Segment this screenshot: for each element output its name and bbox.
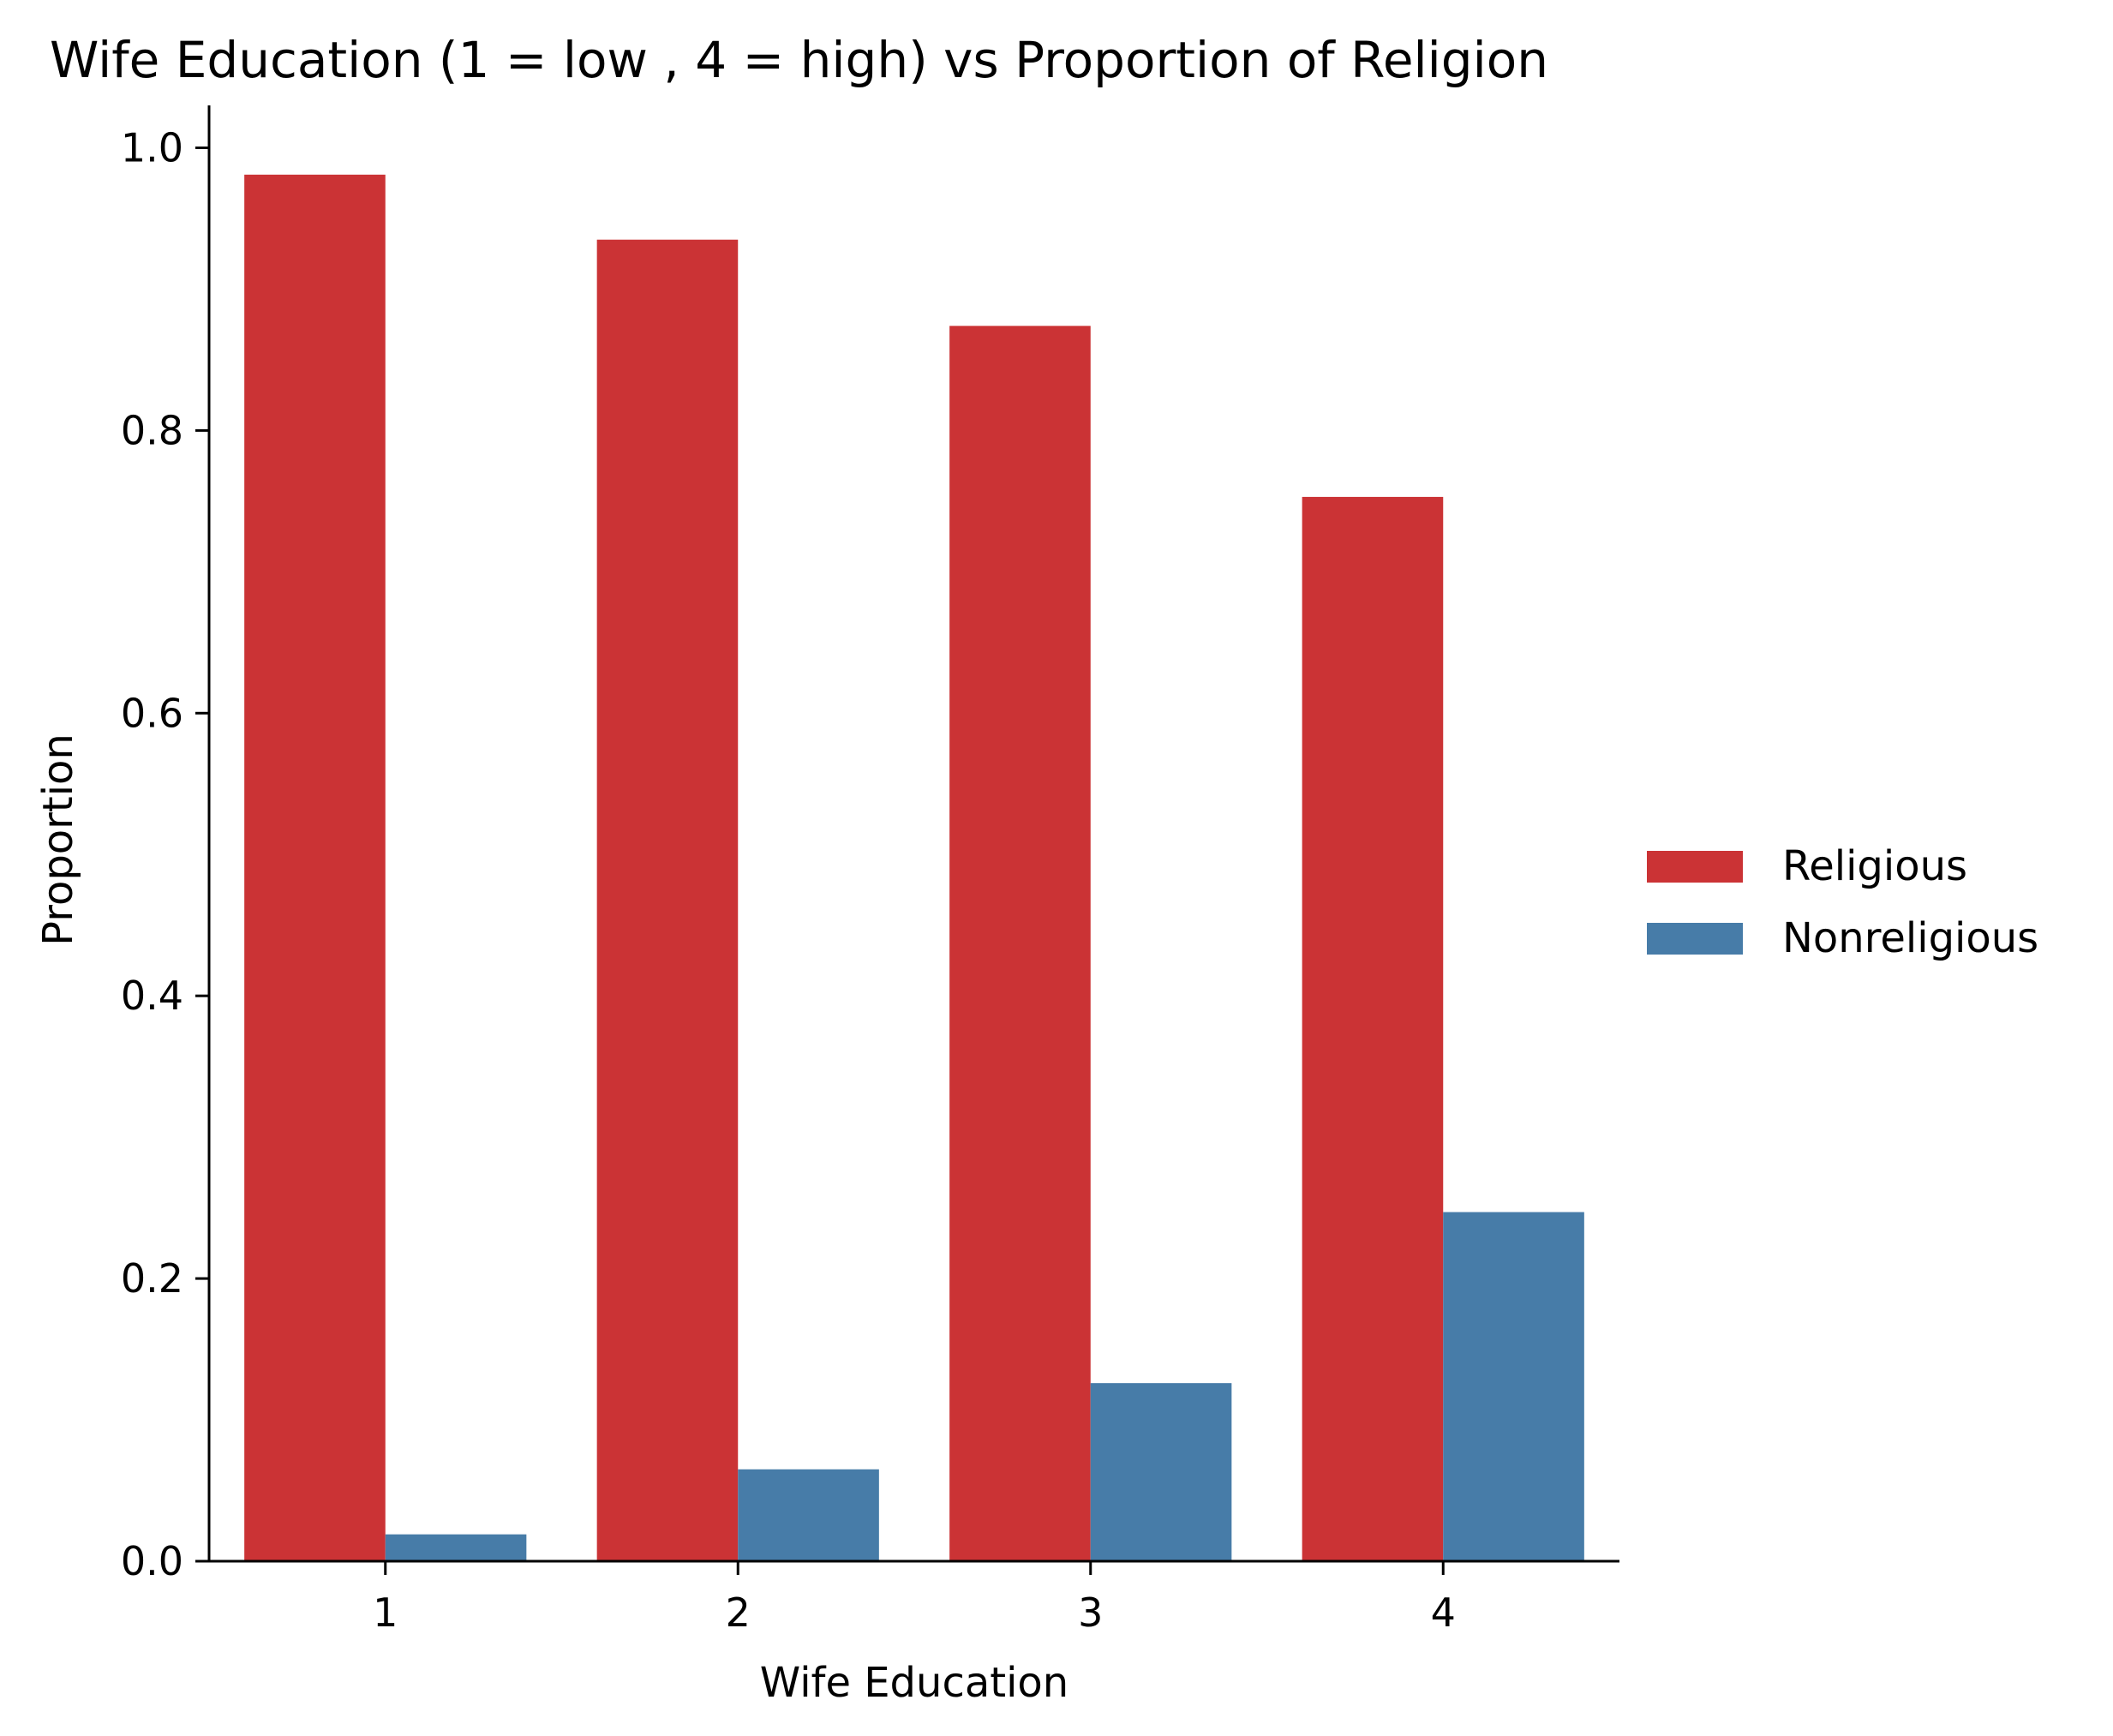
legend: Religious Nonreligious — [1647, 842, 2038, 962]
y-tick-label: 1.0 — [121, 124, 183, 171]
x-tick-label: 1 — [373, 1589, 398, 1636]
y-tick-label: 0.6 — [121, 690, 183, 736]
y-tick-label: 0.2 — [121, 1255, 183, 1302]
y-tick-label: 0.0 — [121, 1538, 183, 1584]
y-ticks: 0.0 0.2 0.4 0.6 0.8 1.0 — [121, 124, 209, 1584]
x-tick-label: 4 — [1431, 1589, 1456, 1636]
bar-nonreligious-1 — [385, 1534, 527, 1561]
x-tick-label: 2 — [726, 1589, 751, 1636]
y-tick-label: 0.4 — [121, 973, 183, 1019]
legend-label-religious: Religious — [1782, 842, 1967, 890]
bars-layer — [244, 174, 1584, 1562]
bar-religious-1 — [244, 174, 386, 1562]
bar-nonreligious-2 — [738, 1469, 879, 1561]
y-axis-label: Proportion — [34, 733, 82, 946]
bar-religious-2 — [596, 239, 739, 1562]
axes-layer — [207, 105, 1619, 1563]
legend-swatch-religious — [1647, 851, 1743, 883]
legend-label-nonreligious: Nonreligious — [1782, 914, 2038, 962]
bar-religious-4 — [1302, 496, 1444, 1561]
y-tick-label: 0.8 — [121, 407, 183, 453]
bar-nonreligious-3 — [1090, 1383, 1232, 1561]
legend-swatch-nonreligious — [1647, 923, 1743, 955]
x-axis-label: Wife Education — [760, 1659, 1068, 1707]
x-tick-label: 3 — [1078, 1589, 1103, 1636]
chart-title: Wife Education (1 = low , 4 = high) vs P… — [50, 31, 1548, 89]
x-ticks: 1 2 3 4 — [373, 1561, 1456, 1636]
bar-religious-3 — [949, 326, 1091, 1562]
bar-nonreligious-4 — [1443, 1212, 1584, 1561]
